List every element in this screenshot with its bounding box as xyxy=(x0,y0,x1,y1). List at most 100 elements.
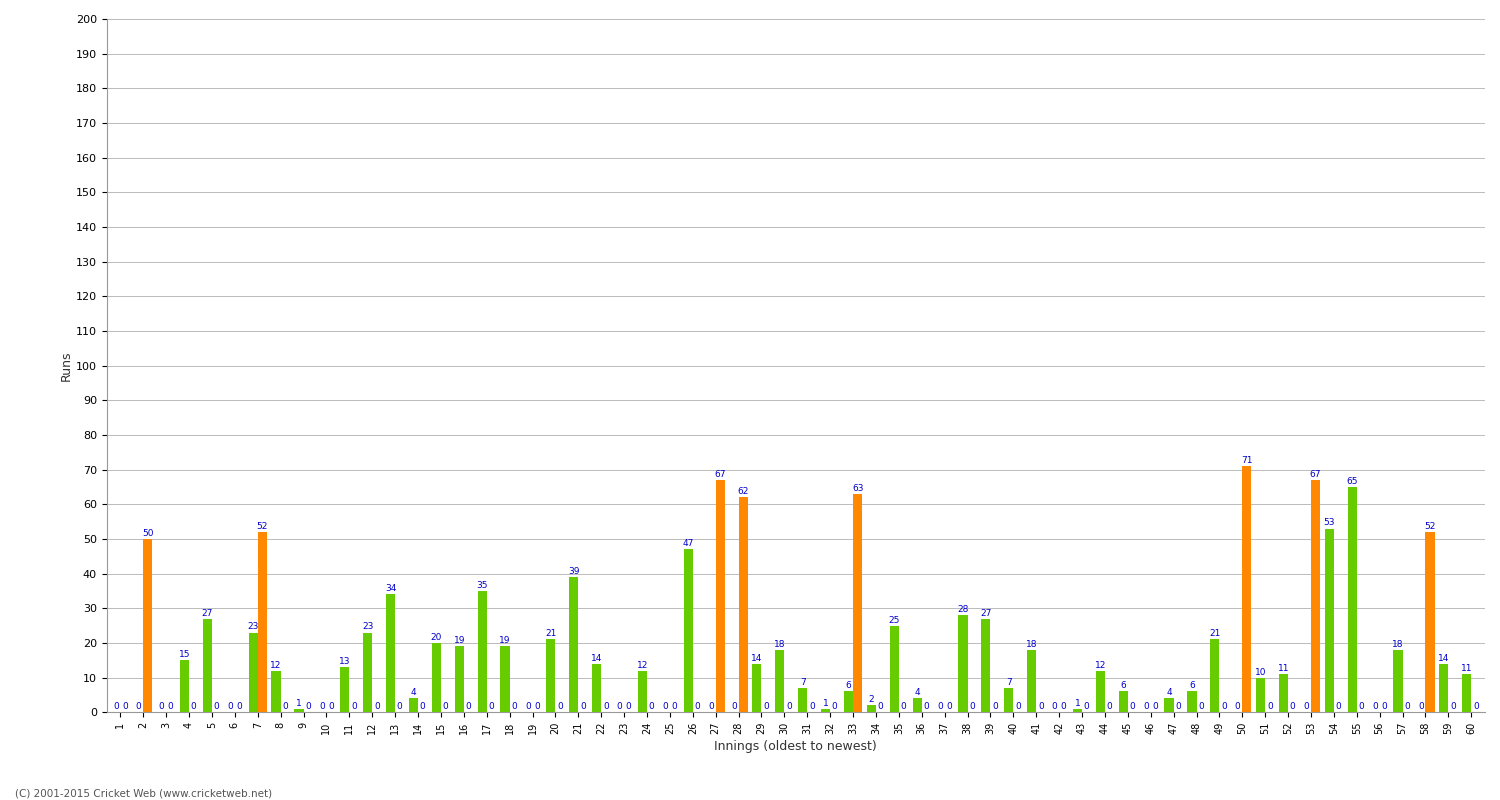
Text: 52: 52 xyxy=(1425,522,1436,531)
Bar xyxy=(1324,529,1334,712)
Bar xyxy=(890,626,898,712)
Text: 0: 0 xyxy=(328,702,334,711)
Text: 0: 0 xyxy=(1060,702,1066,711)
Text: 0: 0 xyxy=(420,702,426,711)
Bar xyxy=(410,698,419,712)
Text: 0: 0 xyxy=(556,702,562,711)
Text: 0: 0 xyxy=(580,702,585,711)
Text: 21: 21 xyxy=(544,630,556,638)
Text: 1: 1 xyxy=(296,698,302,708)
Text: 0: 0 xyxy=(304,702,310,711)
Text: 0: 0 xyxy=(1234,702,1240,711)
Text: 18: 18 xyxy=(1026,640,1038,649)
Bar xyxy=(363,633,372,712)
Text: 11: 11 xyxy=(1278,664,1290,673)
Text: 0: 0 xyxy=(708,702,714,711)
Bar xyxy=(180,660,189,712)
Text: 0: 0 xyxy=(1083,702,1089,711)
Text: 0: 0 xyxy=(1176,702,1180,711)
Text: 7: 7 xyxy=(800,678,806,687)
Bar xyxy=(776,650,784,712)
Text: 0: 0 xyxy=(900,702,906,711)
Text: 0: 0 xyxy=(320,702,324,711)
Text: 4: 4 xyxy=(411,688,417,698)
Text: 0: 0 xyxy=(969,702,975,711)
Text: 0: 0 xyxy=(228,702,232,711)
Bar xyxy=(144,539,153,712)
Text: 53: 53 xyxy=(1323,518,1335,527)
Bar xyxy=(844,691,853,712)
Bar xyxy=(592,664,602,712)
Text: 27: 27 xyxy=(201,609,213,618)
Text: 14: 14 xyxy=(591,654,603,662)
Text: 0: 0 xyxy=(1268,702,1272,711)
Text: 18: 18 xyxy=(1392,640,1404,649)
Text: 0: 0 xyxy=(730,702,736,711)
Text: 14: 14 xyxy=(1438,654,1449,662)
Bar xyxy=(1347,487,1358,712)
Text: 0: 0 xyxy=(663,702,668,711)
Text: 0: 0 xyxy=(534,702,540,711)
Text: 0: 0 xyxy=(1418,702,1424,711)
Text: 4: 4 xyxy=(915,688,920,698)
Text: 47: 47 xyxy=(682,539,694,548)
Text: 0: 0 xyxy=(351,702,357,711)
Text: 6: 6 xyxy=(846,682,852,690)
Text: 20: 20 xyxy=(430,633,442,642)
Text: 0: 0 xyxy=(159,702,165,711)
Text: 18: 18 xyxy=(774,640,786,649)
Text: 14: 14 xyxy=(752,654,762,662)
Bar xyxy=(386,594,394,712)
Text: 0: 0 xyxy=(374,702,380,711)
Text: 0: 0 xyxy=(1107,702,1113,711)
Bar xyxy=(853,494,862,712)
Text: 0: 0 xyxy=(833,702,837,711)
Bar xyxy=(1072,709,1082,712)
Text: 0: 0 xyxy=(122,702,128,711)
Text: 28: 28 xyxy=(957,605,969,614)
Text: 67: 67 xyxy=(1310,470,1322,479)
Text: 19: 19 xyxy=(500,636,512,646)
Text: 1: 1 xyxy=(822,698,828,708)
Bar xyxy=(981,618,990,712)
Text: 7: 7 xyxy=(1007,678,1011,687)
Bar xyxy=(501,646,510,712)
Text: 23: 23 xyxy=(248,622,259,631)
Text: 0: 0 xyxy=(1052,702,1058,711)
Text: 0: 0 xyxy=(694,702,700,711)
Bar xyxy=(202,618,211,712)
Bar xyxy=(1462,674,1472,712)
Text: 0: 0 xyxy=(1016,702,1022,711)
Text: 63: 63 xyxy=(852,484,864,493)
Text: 39: 39 xyxy=(568,567,579,576)
Text: 0: 0 xyxy=(786,702,792,711)
Text: 0: 0 xyxy=(924,702,928,711)
Text: 50: 50 xyxy=(142,529,153,538)
Text: 67: 67 xyxy=(714,470,726,479)
Bar xyxy=(1188,691,1197,712)
Bar xyxy=(477,591,486,712)
Text: 0: 0 xyxy=(1372,702,1378,711)
Text: 21: 21 xyxy=(1209,630,1221,638)
Text: 0: 0 xyxy=(465,702,471,711)
Text: 0: 0 xyxy=(1290,702,1296,711)
Text: 0: 0 xyxy=(1404,702,1410,711)
Bar xyxy=(454,646,464,712)
Text: 0: 0 xyxy=(603,702,609,711)
Text: 0: 0 xyxy=(1473,702,1479,711)
Bar xyxy=(1096,670,1106,712)
Bar xyxy=(1210,639,1219,712)
Bar xyxy=(1394,650,1402,712)
Text: 25: 25 xyxy=(888,615,900,625)
Text: 12: 12 xyxy=(636,661,648,670)
Bar xyxy=(258,532,267,712)
Bar xyxy=(432,643,441,712)
Text: (C) 2001-2015 Cricket Web (www.cricketweb.net): (C) 2001-2015 Cricket Web (www.cricketwe… xyxy=(15,788,272,798)
Text: 4: 4 xyxy=(1166,688,1172,698)
Text: 0: 0 xyxy=(1304,702,1310,711)
Text: 6: 6 xyxy=(1190,682,1196,690)
Text: 19: 19 xyxy=(453,636,465,646)
Text: 0: 0 xyxy=(213,702,219,711)
Text: 0: 0 xyxy=(1359,702,1364,711)
Bar xyxy=(340,667,350,712)
